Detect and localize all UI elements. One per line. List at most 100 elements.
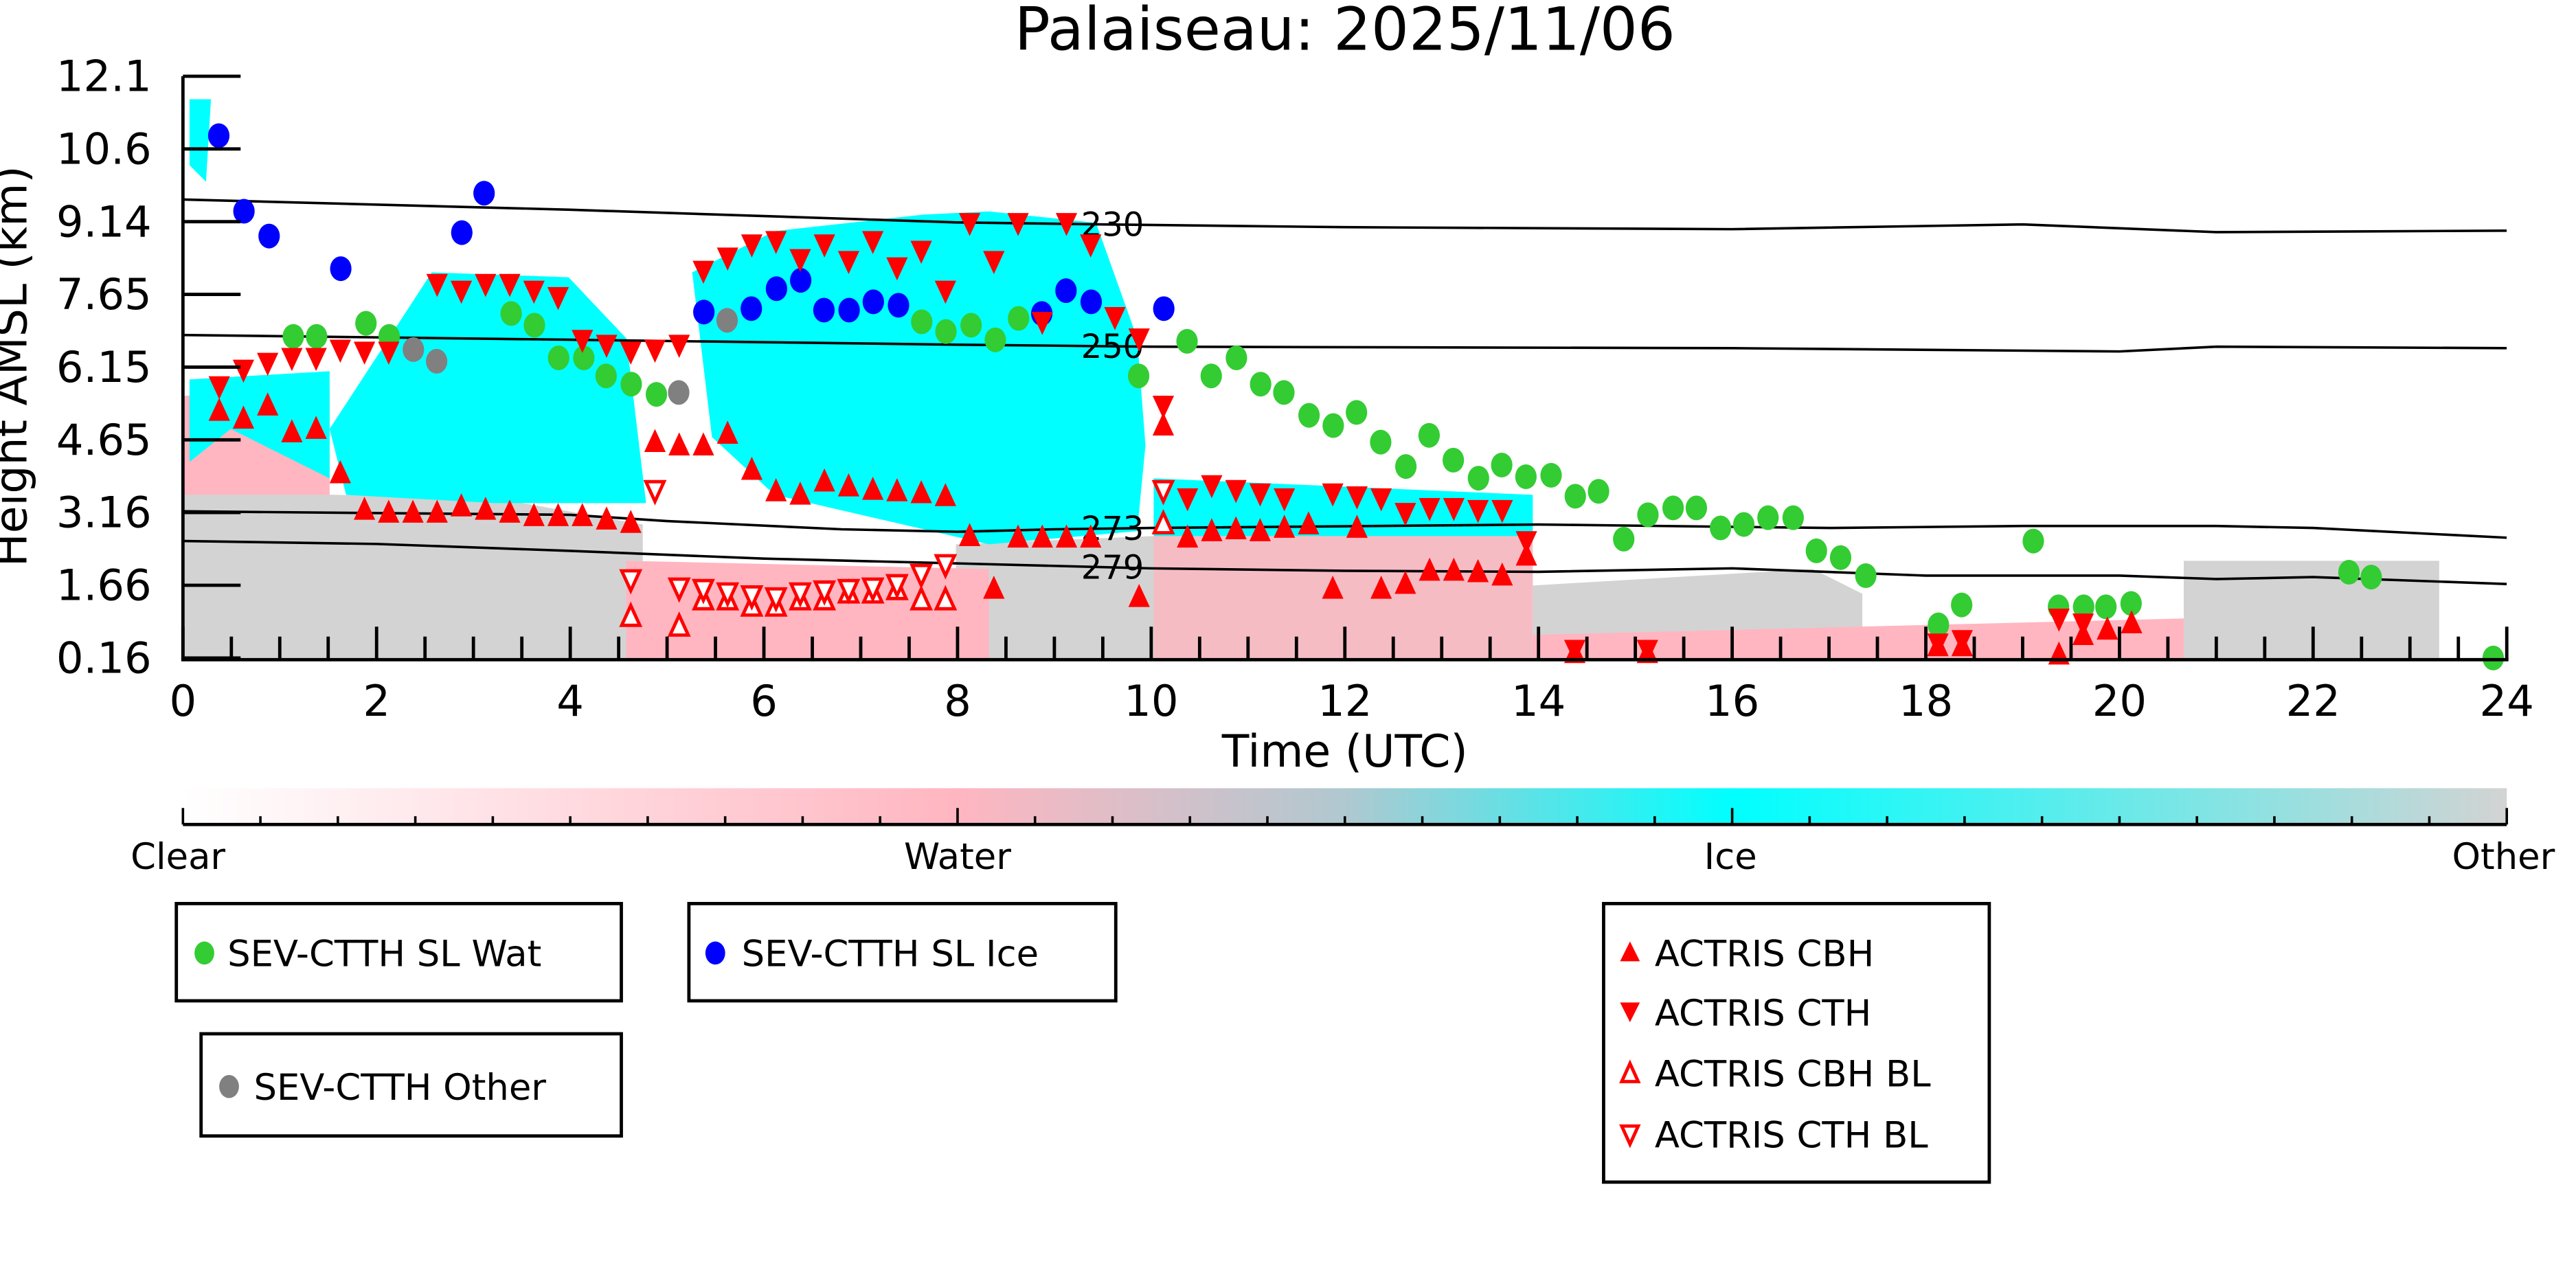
y-tick-label: 0.16 [56,633,152,683]
y-tick-label: 6.15 [56,342,152,392]
y-tick-label: 1.66 [56,561,152,611]
data-point [740,585,764,611]
data-point [1394,454,1417,479]
mask-ice-region [692,211,1146,545]
data-point [1443,447,1465,473]
contour-line-230 [183,198,2507,234]
data-point [692,432,714,456]
data-point [354,497,376,520]
data-point [306,324,328,349]
data-point [1928,612,1950,637]
data-point [644,339,666,363]
data-point [596,506,618,530]
data-point [1007,524,1029,548]
data-point [499,499,521,523]
data-point [2338,560,2360,585]
data-point [741,234,763,258]
legend-label: ACTRIS CTH [1655,993,1872,1035]
data-point [668,335,690,358]
data-point [667,611,691,637]
data-point [1274,515,1296,538]
data-point [1467,558,1489,583]
x-tick-label: 12 [1318,676,1372,726]
data-point [692,578,715,605]
data-point [1467,499,1489,523]
contour-label: 279 [1081,549,1144,587]
data-point [1515,531,1537,554]
data-point [620,510,642,533]
data-point [789,482,811,505]
data-point [716,420,738,444]
data-point [258,223,280,249]
data-point [2072,594,2094,620]
data-point [764,587,788,613]
data-point [1346,515,1368,538]
data-point [1443,498,1465,521]
data-point [837,578,861,605]
y-tick-label: 10.6 [56,124,152,174]
data-point [1128,328,1150,352]
data-point [934,585,958,611]
legend-actris: ACTRIS CBH ACTRIS CTH ACTRIS CBH BL ACTR… [1602,901,1991,1184]
data-point [645,382,668,407]
legend-label: SEV-CTTH Other [253,1067,546,1109]
data-point [888,293,909,318]
data-point [1588,479,1609,504]
legend-label: SEV-CTTH SL Ice [742,934,1039,975]
data-point [1031,312,1053,335]
legend-sev-ice: SEV-CTTH SL Ice [687,901,1118,1003]
data-point [885,574,909,600]
data-point [620,341,642,365]
legend-label: ACTRIS CBH [1655,934,1874,975]
data-point [1007,213,1029,236]
data-point [716,247,738,271]
data-point [355,310,377,336]
data-point [281,419,303,442]
series-actris-cth [208,213,2094,664]
data-point [257,352,279,376]
data-point [426,273,448,297]
data-point [329,339,351,363]
data-point [909,563,934,589]
data-point [1540,462,1562,488]
data-point [789,249,811,273]
data-point [1273,380,1295,405]
data-point [1613,526,1635,552]
data-point [257,392,279,416]
x-tick-label: 14 [1511,676,1566,726]
chart-title: Palaiseau: 2025/11/06 [1015,0,1675,65]
legend-box [687,901,1118,1003]
data-point [402,499,424,523]
data-point [1951,630,1973,653]
data-point [572,503,594,526]
data-point [1298,511,1320,534]
colorbar-label-other: Other [2452,836,2555,878]
data-point [1662,495,1684,521]
data-point [1491,453,1513,477]
data-point [1225,516,1247,540]
temperature-contours [183,198,2507,585]
data-point [1200,363,1222,389]
data-point [910,479,932,504]
colorbar-ticks [181,808,2509,825]
data-point [1225,345,1247,370]
y-ticks: 0.16 1.66 3.16 4.65 6.15 7.65 9.14 10.6 12.1 [56,52,241,683]
mask-ice-region [329,272,646,504]
legend-label: ACTRIS CTH BL [1655,1114,1928,1156]
data-point [837,473,859,497]
cloud-mask [183,99,2439,658]
y-axis-title: Height AMSL (km) [0,166,37,567]
data-point [573,345,595,370]
x-tick-label: 22 [2286,676,2340,726]
contour-line-279 [183,539,2507,585]
data-point [473,181,495,206]
data-point [716,582,740,608]
data-point [281,348,303,372]
data-point [1055,278,1077,304]
data-point [861,577,885,603]
data-point [934,280,956,304]
data-point [1055,524,1078,548]
data-point [2022,528,2044,554]
series-actris-cbh [208,392,2143,665]
